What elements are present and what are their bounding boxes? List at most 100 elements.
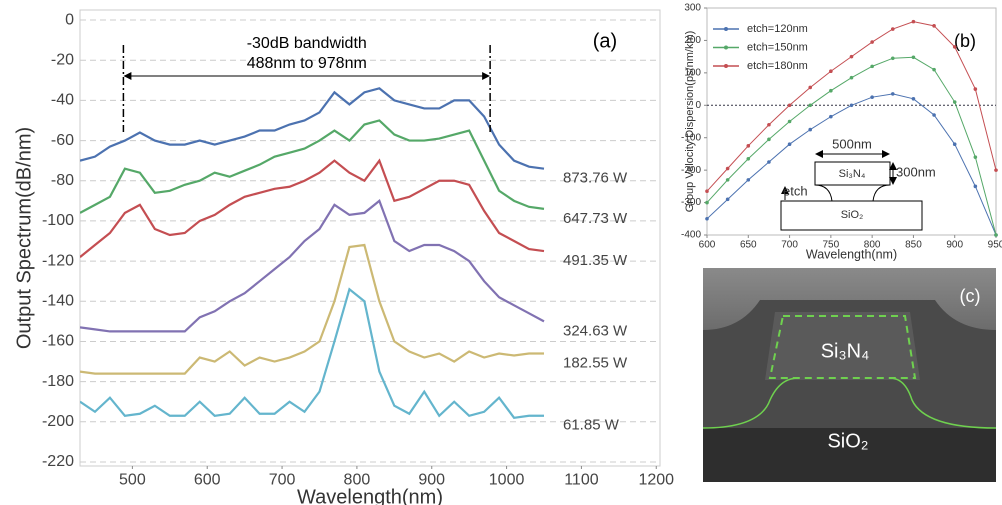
x-tick-label: 600 xyxy=(194,471,221,488)
y-tick-label: 200 xyxy=(684,35,701,46)
point xyxy=(787,142,792,146)
plot-area xyxy=(79,9,661,467)
series-line xyxy=(80,243,544,375)
legend-label: etch=120nm xyxy=(747,23,808,35)
series-label: 182.55 W xyxy=(563,354,628,371)
point xyxy=(829,88,833,93)
series-label: 491.35 W xyxy=(563,252,628,269)
x-tick-label: 700 xyxy=(269,471,296,488)
legend-marker xyxy=(724,45,728,50)
y-tick-label: -220 xyxy=(42,453,74,470)
annotation: -30dB bandwidth xyxy=(247,35,367,52)
point xyxy=(725,178,730,182)
y-axis-label: Output Spectrum(dB/nm) xyxy=(13,127,35,349)
substrate-label: SiO₂ xyxy=(827,430,868,452)
x-tick-label: 500 xyxy=(119,471,146,488)
point xyxy=(973,155,978,159)
point xyxy=(870,95,874,99)
point xyxy=(808,85,813,90)
x-tick-label: 800 xyxy=(864,240,881,251)
point xyxy=(829,69,833,74)
point xyxy=(932,24,936,28)
x-tick-label: 800 xyxy=(344,471,371,488)
point xyxy=(849,103,854,108)
inset-core-label: Si₃N₄ xyxy=(839,168,866,180)
x-tick-label: 900 xyxy=(946,240,963,251)
point xyxy=(829,114,833,119)
x-tick-label: 750 xyxy=(823,240,840,251)
x-tick-label: 650 xyxy=(740,240,757,251)
x-tick-label: 600 xyxy=(699,240,716,251)
inset-height-label: 300nm xyxy=(896,164,936,179)
series-line xyxy=(80,158,545,258)
legend-marker xyxy=(724,64,728,68)
y-tick-label: -40 xyxy=(51,92,74,109)
point xyxy=(952,45,957,49)
point xyxy=(725,166,730,171)
point xyxy=(746,178,751,182)
x-tick-label: 1200 xyxy=(638,471,674,488)
point xyxy=(849,75,854,80)
y-tick-label: -200 xyxy=(42,413,74,430)
y-tick-label: -100 xyxy=(681,132,701,143)
chart: 0 -20 -40 -60 -80 -100 -120 -140 -160 -180 -200 -22… xyxy=(13,9,674,505)
inset-width-label: 500nm xyxy=(832,136,872,151)
point xyxy=(952,142,957,146)
point xyxy=(767,122,771,127)
core-label: Si₃N₄ xyxy=(821,340,870,362)
y-tick-label: 0 xyxy=(695,100,701,111)
panel-label: (c) xyxy=(960,286,981,306)
point xyxy=(911,55,916,60)
point xyxy=(890,56,895,61)
x-tick-label: 900 xyxy=(418,471,445,488)
legend-label: etch=150nm xyxy=(747,41,808,53)
point xyxy=(932,113,936,117)
annotation: 488nm to 978nm xyxy=(247,55,367,72)
sem-image: (c) Si₃N₄ SiO₂ xyxy=(702,268,997,482)
y-tick-label: -20 xyxy=(51,51,74,68)
series-label: 324.63 W xyxy=(563,322,628,339)
series-line xyxy=(80,287,544,419)
point xyxy=(870,64,874,69)
y-tick-label: 100 xyxy=(684,67,701,78)
y-tick-label: -160 xyxy=(42,333,74,350)
point xyxy=(705,216,709,221)
legend-label: etch=180nm xyxy=(747,60,808,72)
point xyxy=(808,103,813,108)
point xyxy=(890,27,895,31)
point xyxy=(808,127,813,132)
series-label: 61.85 W xyxy=(563,417,620,434)
series-line xyxy=(80,87,545,170)
point xyxy=(787,103,792,108)
y-axis-label: Group Velocity Dispersion(ps/nm/km) xyxy=(684,31,696,213)
y-tick-label: -300 xyxy=(681,197,701,208)
y-tick-label: -140 xyxy=(42,292,74,309)
inset-substrate-label: SiO₂ xyxy=(841,209,864,221)
series-line xyxy=(80,119,545,214)
point xyxy=(994,168,998,172)
series-line xyxy=(80,199,545,333)
point xyxy=(767,137,771,142)
panel-label: (a) xyxy=(593,30,617,52)
y-tick-label: -80 xyxy=(51,172,74,189)
inset-diagram: 500nm 300nm Si₃N₄ etch SiO₂ xyxy=(780,136,936,231)
point xyxy=(746,144,751,148)
point xyxy=(787,119,792,124)
point xyxy=(932,67,936,72)
point xyxy=(725,197,730,202)
legend-marker xyxy=(724,27,728,31)
y-tick-label: 300 xyxy=(684,3,701,14)
point xyxy=(973,87,978,91)
y-tick-label: -200 xyxy=(681,165,701,176)
point xyxy=(890,92,895,96)
x-tick-label: 1000 xyxy=(489,471,525,488)
point xyxy=(973,184,978,189)
y-tick-label: -100 xyxy=(42,212,74,229)
point xyxy=(911,97,916,101)
y-tick-label: 0 xyxy=(65,11,74,28)
point xyxy=(746,156,751,161)
y-tick-label: -180 xyxy=(42,373,74,390)
x-tick-label: 950 xyxy=(988,240,1002,251)
